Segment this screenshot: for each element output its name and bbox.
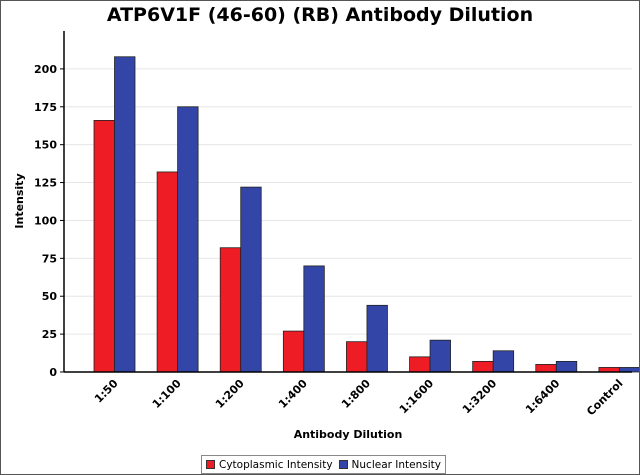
nuclear-bar <box>492 350 515 373</box>
x-tick-label: 1:3200 <box>460 377 500 417</box>
y-tick-label: 200 <box>34 63 57 76</box>
cytoplasmic-bar <box>282 330 305 373</box>
y-tick-label: 0 <box>49 366 57 379</box>
chart-legend: Cytoplasmic Intensity Nuclear Intensity <box>201 455 446 474</box>
y-tick-label: 125 <box>34 177 57 190</box>
cytoplasmic-bar <box>93 120 115 373</box>
legend-label-nuclear: Nuclear Intensity <box>351 458 441 471</box>
legend-swatch-cytoplasmic <box>206 460 215 469</box>
nuclear-bar <box>555 360 578 373</box>
y-tick-label: 25 <box>42 328 57 341</box>
y-tick-label: 175 <box>34 101 57 114</box>
legend-swatch-nuclear <box>338 460 348 469</box>
x-axis-label: Antibody Dilution <box>294 428 403 441</box>
x-tick-label: 1:50 <box>92 377 121 406</box>
y-axis-label: Intensity <box>13 173 26 228</box>
cytoplasmic-bar <box>472 360 494 373</box>
x-tick-label: 1:800 <box>339 377 373 411</box>
x-tick-label: 1:1600 <box>397 377 437 417</box>
x-tick-label: Control <box>584 377 625 418</box>
y-tick-label: 75 <box>42 252 57 265</box>
cytoplasmic-bar <box>156 171 179 373</box>
nuclear-bar <box>240 186 262 373</box>
legend-item-nuclear: Nuclear Intensity <box>338 458 441 471</box>
nuclear-bar <box>303 265 325 373</box>
legend-item-cytoplasmic: Cytoplasmic Intensity <box>206 459 333 471</box>
nuclear-bar <box>429 339 451 373</box>
x-tick-label: 1:200 <box>213 377 247 411</box>
y-tick-label: 150 <box>34 139 57 152</box>
cytoplasmic-bar <box>409 356 431 373</box>
x-tick-label: 1:6400 <box>523 377 563 417</box>
nuclear-bar <box>366 304 388 373</box>
x-tick-label: 1:100 <box>150 377 184 411</box>
nuclear-bar <box>177 106 199 373</box>
y-tick-label: 100 <box>34 214 57 227</box>
legend-label-cytoplasmic: Cytoplasmic Intensity <box>219 458 333 471</box>
cytoplasmic-bar <box>346 341 368 373</box>
nuclear-bar <box>114 56 136 373</box>
y-tick-label: 50 <box>42 290 58 303</box>
chart-title: ATP6V1F (46-60) (RB) Antibody Dilution <box>106 4 534 26</box>
cytoplasmic-bar <box>535 364 557 373</box>
cytoplasmic-bar <box>219 247 242 373</box>
x-tick-label: 1:400 <box>276 377 310 411</box>
